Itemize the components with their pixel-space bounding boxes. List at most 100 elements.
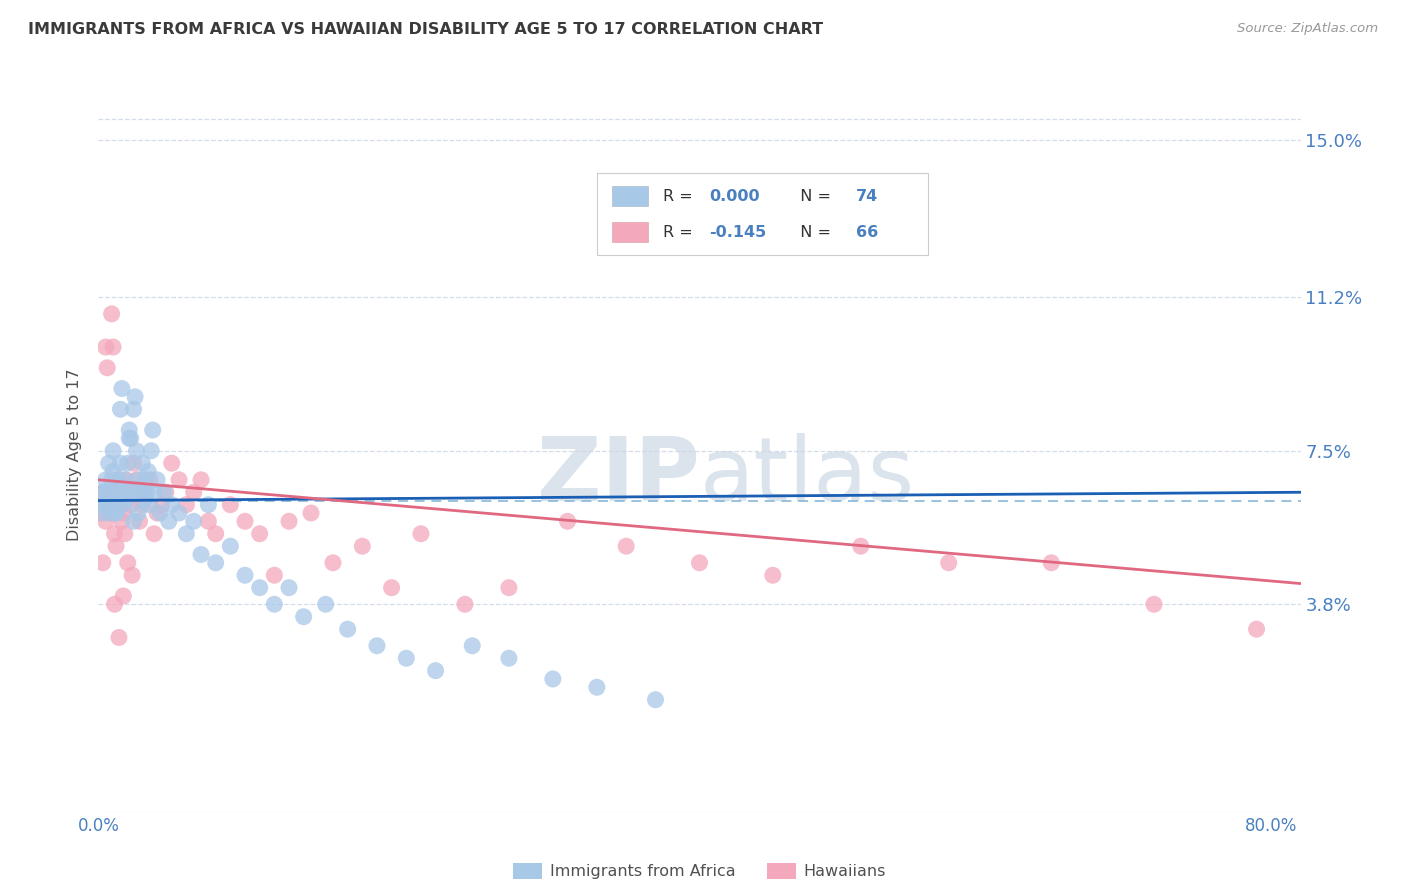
- Point: [143, 485, 166, 500]
- Point: [131, 485, 153, 500]
- Text: N =: N =: [790, 225, 835, 240]
- Point: [103, 498, 125, 512]
- Point: [498, 581, 520, 595]
- Point: [112, 589, 135, 603]
- Point: [125, 473, 148, 487]
- Point: [157, 514, 180, 528]
- Point: [138, 498, 160, 512]
- Text: 0.000: 0.000: [709, 188, 759, 203]
- Point: [141, 443, 163, 458]
- Point: [127, 473, 149, 487]
- Point: [315, 597, 337, 611]
- Point: [336, 622, 359, 636]
- Point: [132, 493, 155, 508]
- Point: [541, 672, 564, 686]
- FancyBboxPatch shape: [612, 222, 648, 242]
- Point: [114, 473, 136, 487]
- Point: [103, 526, 125, 541]
- Point: [94, 514, 117, 528]
- FancyBboxPatch shape: [612, 186, 648, 206]
- Point: [117, 456, 139, 470]
- Point: [249, 526, 271, 541]
- Point: [135, 485, 157, 500]
- Point: [108, 485, 131, 500]
- Text: R =: R =: [664, 188, 699, 203]
- Point: [105, 539, 128, 553]
- Point: [149, 506, 172, 520]
- Point: [94, 340, 117, 354]
- Point: [146, 506, 169, 520]
- Text: 74: 74: [856, 188, 877, 203]
- Point: [117, 485, 139, 500]
- Point: [395, 651, 418, 665]
- Point: [91, 485, 114, 500]
- Point: [454, 597, 477, 611]
- Point: [409, 526, 432, 541]
- Point: [101, 340, 124, 354]
- Point: [644, 692, 666, 706]
- Point: [120, 498, 142, 512]
- FancyBboxPatch shape: [598, 173, 928, 255]
- Point: [233, 568, 256, 582]
- Point: [190, 473, 212, 487]
- Point: [183, 514, 205, 528]
- Point: [110, 456, 132, 470]
- Point: [263, 597, 285, 611]
- Text: -0.145: -0.145: [709, 225, 766, 240]
- Point: [128, 514, 150, 528]
- Point: [155, 485, 177, 500]
- Point: [614, 539, 637, 553]
- Point: [688, 556, 710, 570]
- Point: [122, 514, 145, 528]
- Point: [352, 539, 374, 553]
- Point: [167, 473, 190, 487]
- Point: [150, 498, 173, 512]
- Text: R =: R =: [664, 225, 699, 240]
- Point: [131, 456, 153, 470]
- Point: [762, 568, 785, 582]
- Point: [98, 506, 121, 520]
- Point: [204, 556, 226, 570]
- Point: [120, 431, 142, 445]
- Point: [114, 526, 136, 541]
- Point: [111, 514, 134, 528]
- Point: [197, 498, 219, 512]
- Point: [100, 307, 122, 321]
- Point: [938, 556, 960, 570]
- Point: [91, 556, 114, 570]
- Text: atlas: atlas: [700, 433, 915, 520]
- Point: [167, 506, 190, 520]
- Legend: Immigrants from Africa, Hawaiians: Immigrants from Africa, Hawaiians: [506, 856, 893, 886]
- Point: [498, 651, 520, 665]
- Point: [97, 456, 120, 470]
- Point: [849, 539, 872, 553]
- Point: [557, 514, 579, 528]
- Point: [105, 506, 128, 520]
- Point: [586, 680, 609, 694]
- Point: [111, 382, 134, 396]
- Point: [112, 498, 135, 512]
- Text: 66: 66: [856, 225, 877, 240]
- Point: [143, 526, 166, 541]
- Point: [122, 402, 145, 417]
- Point: [112, 506, 135, 520]
- Point: [98, 498, 121, 512]
- Point: [101, 465, 124, 479]
- Point: [121, 568, 143, 582]
- Point: [110, 402, 132, 417]
- Point: [96, 360, 118, 375]
- Point: [138, 473, 160, 487]
- Point: [1040, 556, 1063, 570]
- Point: [278, 581, 301, 595]
- Point: [98, 506, 121, 520]
- Point: [107, 485, 129, 500]
- Point: [122, 456, 145, 470]
- Point: [96, 493, 118, 508]
- Point: [100, 473, 122, 487]
- Point: [118, 431, 141, 445]
- Point: [94, 473, 117, 487]
- Point: [381, 581, 404, 595]
- Point: [125, 443, 148, 458]
- Point: [204, 526, 226, 541]
- Point: [115, 473, 138, 487]
